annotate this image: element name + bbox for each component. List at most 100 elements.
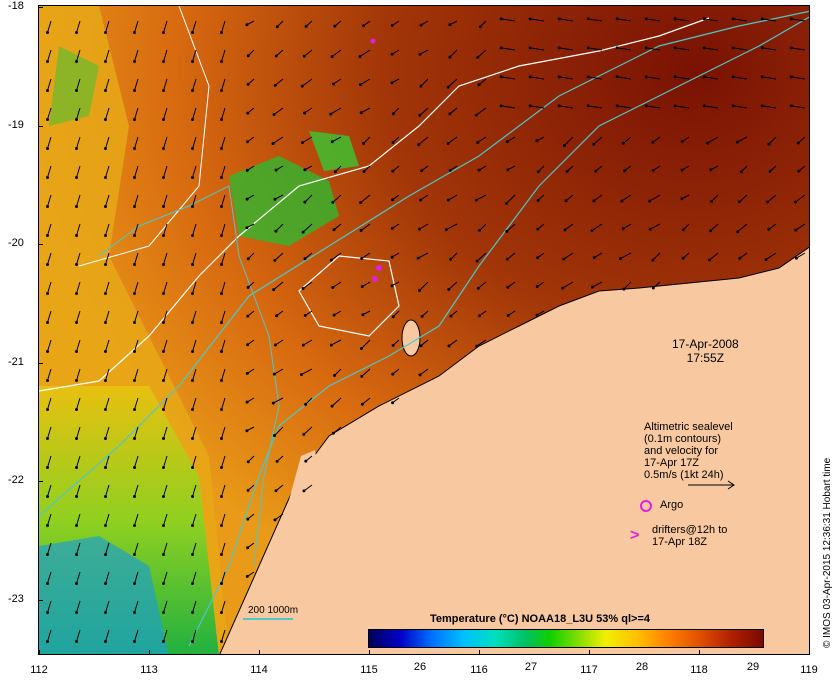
- velocity-arrow: [192, 426, 197, 439]
- velocity-arrow-head: [162, 60, 165, 63]
- velocity-arrow: [47, 281, 52, 294]
- velocity-arrow-head: [133, 582, 136, 585]
- velocity-arrow: [47, 136, 52, 149]
- velocity-arrow: [420, 194, 429, 201]
- velocity-arrow-head: [536, 227, 540, 231]
- velocity-arrow: [791, 76, 806, 80]
- velocity-arrow-head: [133, 263, 136, 266]
- velocity-arrow-head: [245, 574, 249, 578]
- velocity-arrow-head: [191, 321, 194, 324]
- velocity-arrow-head: [104, 640, 107, 643]
- velocity-arrow: [304, 252, 313, 260]
- velocity-arrow: [588, 47, 603, 51]
- velocity-arrow-head: [622, 287, 626, 291]
- velocity-arrow: [621, 194, 632, 202]
- velocity-arrow-head: [273, 434, 276, 437]
- velocity-arrow-head: [274, 54, 278, 58]
- velocity-arrow-head: [104, 321, 107, 324]
- velocity-arrow: [192, 194, 197, 207]
- velocity-arrow-head: [133, 147, 136, 150]
- velocity-arrow: [274, 252, 284, 261]
- velocity-arrow-head: [104, 176, 107, 179]
- velocity-arrow-head: [651, 258, 655, 262]
- velocity-arrow: [564, 136, 574, 146]
- sst-map[interactable]: [38, 5, 810, 655]
- velocity-arrow-head: [220, 524, 223, 527]
- velocity-arrow-head: [191, 408, 194, 411]
- velocity-arrow-head: [75, 321, 78, 324]
- velocity-arrow-head: [191, 524, 194, 527]
- velocity-arrow-head: [358, 55, 362, 59]
- velocity-arrow-head: [418, 373, 422, 377]
- velocity-arrow-head: [731, 104, 735, 108]
- velocity-arrow: [163, 136, 168, 149]
- x-tick-mark: [39, 650, 40, 655]
- velocity-arrow-head: [75, 205, 78, 208]
- velocity-arrow-head: [592, 256, 596, 260]
- velocity-arrow: [274, 78, 284, 86]
- velocity-arrow: [704, 47, 719, 51]
- velocity-arrow: [221, 455, 226, 468]
- velocity-arrow-head: [75, 147, 78, 150]
- velocity-arrow-head: [651, 140, 655, 144]
- velocity-arrow-head: [191, 118, 194, 121]
- velocity-arrow: [479, 223, 487, 231]
- velocity-arrow: [274, 368, 284, 375]
- velocity-arrow-head: [476, 286, 480, 290]
- velocity-arrow-head: [133, 408, 136, 411]
- velocity-arrow-head: [360, 374, 364, 378]
- velocity-arrow-head: [391, 140, 395, 144]
- velocity-arrow-head: [75, 495, 78, 498]
- velocity-arrow: [448, 194, 458, 201]
- velocity-arrow-head: [391, 315, 395, 319]
- x-tick-label: 112: [30, 664, 48, 676]
- velocity-arrow: [134, 78, 139, 91]
- velocity-arrow-head: [162, 350, 165, 353]
- velocity-arrow-head: [361, 313, 365, 317]
- drifter-chevron-icon: >: [630, 527, 640, 544]
- velocity-arrow: [623, 281, 632, 290]
- velocity-arrow: [450, 252, 458, 260]
- velocity-arrow-head: [46, 582, 49, 585]
- velocity-arrow-head: [300, 84, 304, 88]
- velocity-arrow: [134, 600, 139, 613]
- velocity-arrow: [192, 629, 197, 642]
- velocity-arrow: [617, 18, 632, 22]
- velocity-arrow: [76, 397, 81, 410]
- velocity-arrow-head: [739, 170, 743, 174]
- velocity-arrow-head: [162, 466, 165, 469]
- velocity-arrow: [76, 629, 81, 642]
- velocity-arrow-head: [104, 379, 107, 382]
- velocity-arrow: [134, 223, 139, 236]
- y-tick-mark: [38, 481, 43, 482]
- velocity-arrow: [331, 397, 342, 407]
- velocity-arrow-head: [75, 60, 78, 63]
- velocity-arrow-head: [333, 24, 337, 28]
- velocity-arrow-head: [133, 553, 136, 556]
- velocity-arrow-head: [191, 495, 194, 498]
- velocity-arrow-head: [710, 199, 714, 203]
- argo-label: Argo: [660, 499, 684, 511]
- velocity-arrow-head: [592, 199, 596, 203]
- velocity-arrow: [649, 194, 661, 202]
- velocity-arrow-head: [764, 258, 768, 262]
- velocity-arrow-head: [362, 24, 366, 28]
- velocity-arrow-head: [476, 141, 480, 144]
- velocity-arrow: [221, 484, 226, 497]
- velocity-arrow: [363, 136, 371, 144]
- velocity-arrow: [134, 397, 139, 410]
- velocity-arrow-head: [133, 321, 136, 324]
- velocity-arrow-head: [706, 141, 710, 145]
- velocity-arrow: [762, 18, 777, 22]
- velocity-arrow: [564, 223, 574, 231]
- legend-line: Altimetric sealevel: [644, 421, 733, 433]
- y-tick-mark: [38, 244, 43, 245]
- velocity-arrow-head: [245, 429, 249, 433]
- velocity-arrow-head: [133, 495, 136, 498]
- velocity-arrow: [105, 20, 110, 33]
- velocity-arrow-head: [46, 292, 49, 295]
- velocity-arrow-head: [104, 60, 107, 63]
- velocity-arrow-head: [673, 75, 677, 79]
- velocity-arrow: [359, 49, 371, 58]
- velocity-arrow-head: [449, 314, 453, 318]
